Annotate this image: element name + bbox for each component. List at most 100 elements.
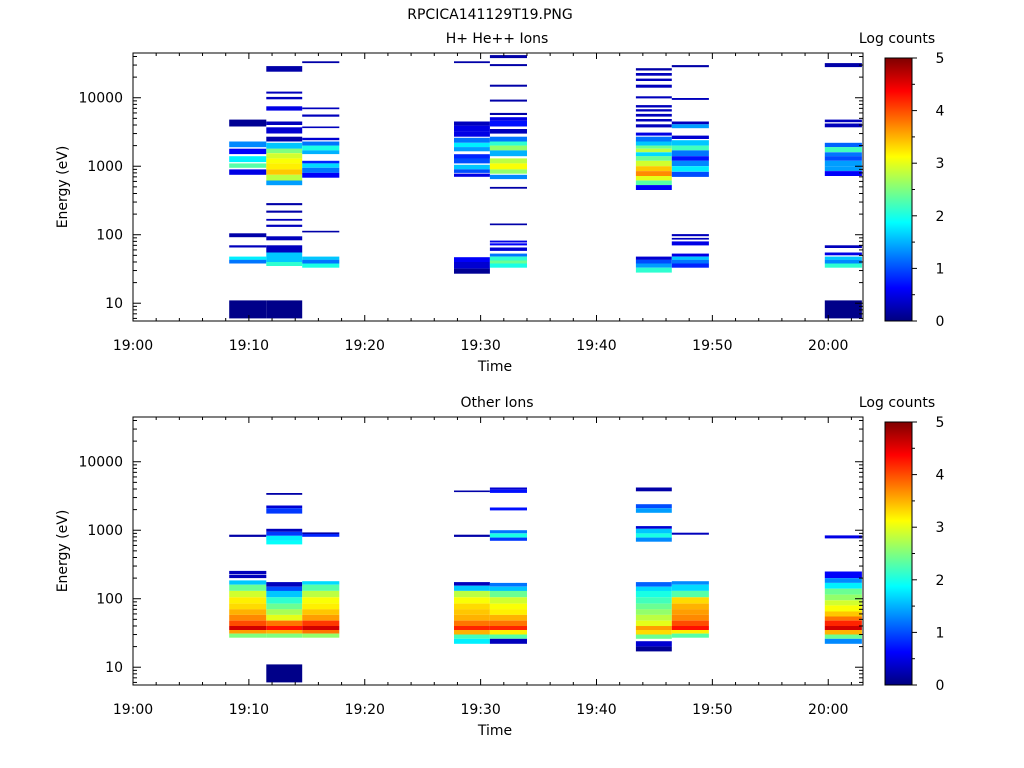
energy-bin xyxy=(671,253,709,257)
energy-bin xyxy=(635,626,672,630)
energy-bin xyxy=(302,126,340,129)
energy-bin xyxy=(824,245,862,248)
energy-bin xyxy=(266,633,303,638)
energy-bin xyxy=(635,528,672,534)
energy-bin xyxy=(302,259,340,264)
energy-bin xyxy=(635,259,672,264)
x-tick-label: 19:00 xyxy=(113,702,153,718)
energy-bin xyxy=(454,534,490,537)
energy-bin xyxy=(671,124,709,129)
energy-bin xyxy=(635,263,672,268)
energy-bin xyxy=(302,160,340,164)
energy-bin xyxy=(824,300,862,319)
energy-bin xyxy=(454,626,490,630)
energy-bin xyxy=(454,131,490,137)
y-tick-label: 10000 xyxy=(78,455,123,471)
energy-bin xyxy=(454,614,490,621)
energy-bin xyxy=(635,620,672,626)
energy-bin xyxy=(266,590,303,598)
energy-bin xyxy=(454,603,490,610)
x-tick-label: 19:10 xyxy=(229,338,269,354)
energy-bin xyxy=(635,590,672,598)
colorbar-ticks: 0 1 2 3 4 5 xyxy=(912,415,945,694)
energy-bin xyxy=(302,626,340,630)
energy-bin xyxy=(671,256,709,260)
energy-bin xyxy=(635,119,672,122)
energy-bin xyxy=(302,630,340,634)
energy-bin xyxy=(266,158,303,164)
energy-bin xyxy=(824,63,862,68)
energy-bin xyxy=(266,163,303,170)
panel-title: H+ He++ Ions xyxy=(446,31,549,47)
time-column-3 xyxy=(454,490,490,644)
energy-bin xyxy=(489,84,527,87)
energy-bin xyxy=(229,620,267,626)
energy-bin xyxy=(671,234,709,237)
energy-bin xyxy=(824,119,862,123)
energy-bin xyxy=(266,603,303,610)
x-tick-label: 19:10 xyxy=(229,702,269,718)
energy-bin xyxy=(635,508,672,513)
energy-bin xyxy=(266,210,303,213)
energy-bin xyxy=(266,236,303,241)
energy-bin xyxy=(671,584,709,591)
panel-other-ions: Other Ions 19:00 19:10 19:20 19:30 19:40 19:5… xyxy=(55,395,945,739)
energy-bin xyxy=(671,145,709,151)
energy-bin xyxy=(824,160,862,167)
energy-bin xyxy=(266,531,303,536)
energy-bin xyxy=(266,540,303,545)
energy-bin xyxy=(489,158,527,164)
energy-bin xyxy=(671,121,709,125)
energy-bin xyxy=(302,150,340,155)
energy-bin xyxy=(489,256,527,261)
energy-bin xyxy=(824,142,862,148)
energy-bin xyxy=(302,167,340,173)
energy-bin xyxy=(671,166,709,172)
energy-bin xyxy=(635,526,672,529)
energy-bin xyxy=(302,597,340,604)
energy-bin xyxy=(302,61,340,64)
energy-bin xyxy=(229,597,267,604)
energy-bin xyxy=(229,119,267,127)
energy-bin xyxy=(266,626,303,630)
energy-bin xyxy=(229,233,267,238)
colorbar-tick-label: 3 xyxy=(936,520,945,536)
energy-bin xyxy=(635,533,672,538)
energy-bin xyxy=(302,114,340,117)
energy-bin xyxy=(824,259,862,264)
time-column-4 xyxy=(489,55,527,268)
energy-bin xyxy=(266,180,303,186)
energy-bin xyxy=(266,630,303,634)
energy-bin xyxy=(824,571,862,579)
colorbar-tick-label: 5 xyxy=(936,51,945,67)
energy-bin xyxy=(266,203,303,206)
energy-bin xyxy=(489,609,527,615)
energy-bin xyxy=(635,171,672,176)
energy-bin xyxy=(454,609,490,615)
energy-bin xyxy=(635,537,672,542)
energy-bin xyxy=(229,614,267,621)
colorbar-label: Log counts xyxy=(859,31,935,47)
energy-bin xyxy=(266,153,303,159)
energy-bin xyxy=(229,633,267,638)
energy-bin xyxy=(266,300,303,319)
energy-bin xyxy=(229,626,267,630)
energy-bin xyxy=(266,614,303,621)
energy-bin xyxy=(671,532,709,535)
energy-bin xyxy=(454,490,490,493)
energy-bin xyxy=(266,96,303,100)
energy-bin xyxy=(489,64,527,67)
spectrogram-data xyxy=(229,487,862,683)
energy-bin xyxy=(266,169,303,175)
energy-bin xyxy=(266,66,303,72)
energy-bin xyxy=(302,609,340,615)
colorbar-tick-label: 3 xyxy=(936,156,945,172)
energy-bin xyxy=(489,263,527,268)
energy-bin xyxy=(489,163,527,170)
panel-title: Other Ions xyxy=(460,395,533,411)
energy-bin xyxy=(489,626,527,630)
energy-bin xyxy=(454,137,490,143)
energy-bin xyxy=(824,256,862,260)
energy-bin xyxy=(635,609,672,615)
